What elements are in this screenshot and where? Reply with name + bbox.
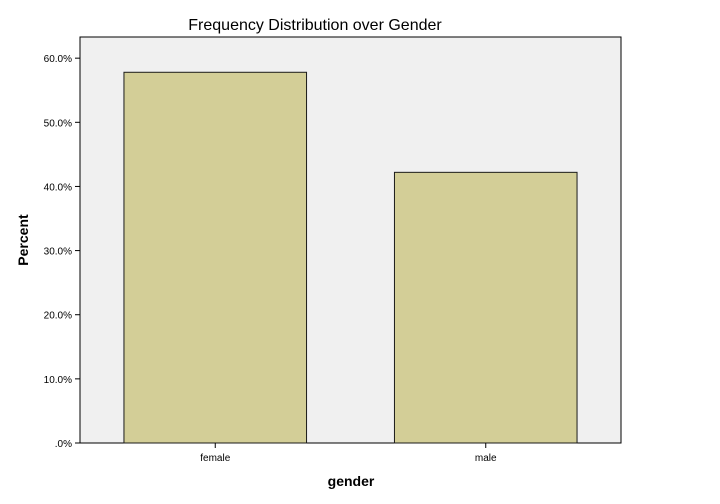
y-tick-label: 10.0% (44, 375, 72, 386)
y-tick-label: .0% (55, 439, 72, 450)
x-axis: female male (200, 443, 497, 464)
x-axis-title: gender (328, 473, 375, 489)
bar-male (393, 171, 578, 444)
y-tick-label: 40.0% (44, 182, 72, 193)
bars (123, 71, 578, 444)
y-tick-label: 60.0% (44, 54, 72, 65)
y-tick-label: 30.0% (44, 247, 72, 258)
y-tick-label: 50.0% (44, 118, 72, 129)
bar-female (123, 71, 308, 444)
y-axis-title: Percent (15, 214, 31, 266)
x-tick-label-female: female (200, 453, 230, 464)
x-tick-label-male: male (475, 453, 497, 464)
chart-title: Frequency Distribution over Gender (188, 17, 442, 34)
y-tick-label: 20.0% (44, 311, 72, 322)
y-axis: .0% 10.0% 20.0% 30.0% 40.0% 50.0% 60.0% (44, 54, 80, 450)
